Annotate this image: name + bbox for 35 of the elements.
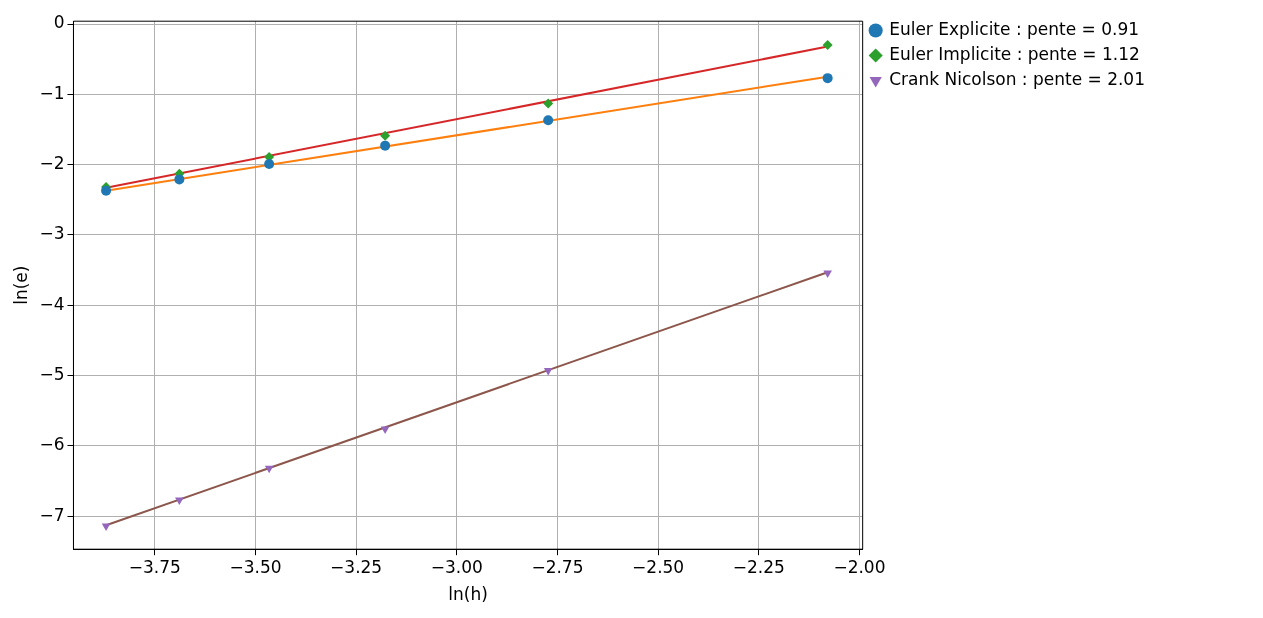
point [175, 497, 184, 505]
point [101, 523, 111, 531]
point [543, 115, 554, 126]
y-tick-label: −3 [39, 223, 65, 244]
y-axis-title: ln(e) [10, 265, 31, 305]
legend-label: Euler Explicite : pente = 0.91 [889, 18, 1140, 39]
y-tick-label: −1 [39, 82, 65, 103]
x-tick-label: −3.75 [128, 556, 181, 577]
x-tick-label: −3.50 [229, 556, 282, 577]
point [174, 174, 185, 185]
point [380, 426, 390, 434]
x-axis-title: ln(h) [448, 584, 488, 605]
y-tick-label: −2 [39, 153, 65, 174]
point [264, 465, 274, 474]
y-tick-label: 0 [53, 12, 65, 33]
point [380, 130, 391, 141]
point [264, 158, 275, 169]
y-tick-label: −4 [39, 293, 65, 314]
x-tick-label: −2.75 [531, 556, 584, 577]
point [823, 270, 832, 278]
x-tick-label: −3.25 [330, 556, 383, 577]
point [543, 368, 553, 376]
x-tick-label: −2.00 [833, 556, 886, 577]
point [380, 140, 391, 151]
y-tick-label: −7 [39, 504, 65, 525]
y-tick-label: −6 [39, 434, 65, 455]
legend-label: Crank Nicolson : pente = 2.01 [889, 68, 1146, 89]
x-tick-label: −2.50 [632, 556, 685, 577]
legend-label: Euler Implicite : pente = 1.12 [889, 43, 1140, 64]
x-tick-label: −3.00 [430, 556, 483, 577]
x-tick-label: −2.25 [732, 556, 785, 577]
point [543, 98, 554, 109]
y-tick-label: −5 [39, 363, 65, 384]
point [822, 40, 833, 51]
point [822, 73, 833, 84]
